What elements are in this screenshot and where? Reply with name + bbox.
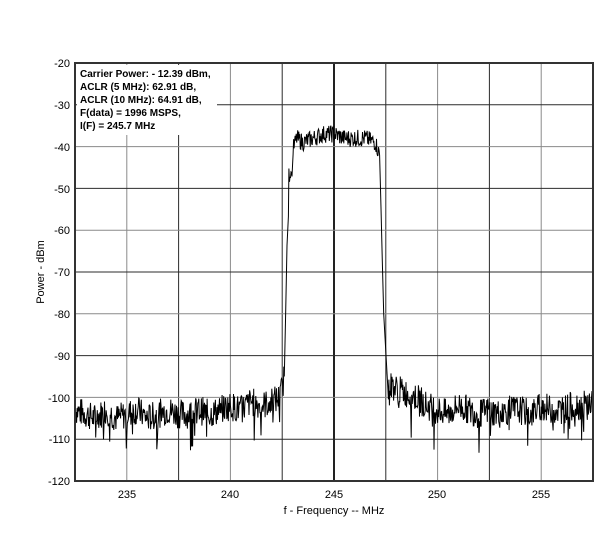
x-tick: 250 — [428, 489, 446, 501]
y-tick: -60 — [54, 225, 70, 237]
plot-frame — [74, 62, 594, 482]
x-axis-label: f - Frequency -- MHz — [284, 505, 385, 517]
y-tick: -100 — [48, 393, 70, 405]
annotation-aclr-10mhz: ACLR (10 MHz): 64.91 dB, — [80, 95, 202, 106]
grid-lines — [75, 63, 593, 481]
x-axis-ticks: 235 240 245 250 255 — [118, 489, 550, 501]
annotation-if: I(F) = 245.7 MHz — [80, 121, 155, 132]
y-axis-ticks: -20 -30 -40 -50 -60 -70 -80 -90 -100 -11… — [48, 58, 70, 488]
y-tick: -50 — [54, 184, 70, 196]
spectrum-trace — [74, 125, 594, 453]
x-tick: 235 — [118, 489, 136, 501]
y-tick: -40 — [54, 142, 70, 154]
y-tick: -70 — [54, 267, 70, 279]
y-tick: -20 — [54, 58, 70, 70]
y-axis-label: Power - dBm — [35, 240, 47, 304]
annotation-fdata: F(data) = 1996 MSPS, — [80, 108, 181, 119]
y-tick: -120 — [48, 476, 70, 488]
y-tick: -30 — [54, 100, 70, 112]
annotation-carrier-power: Carrier Power: - 12.39 dBm, — [80, 69, 211, 80]
y-tick: -80 — [54, 309, 70, 321]
x-tick: 240 — [221, 489, 239, 501]
y-tick: -90 — [54, 351, 70, 363]
annotation-aclr-5mhz: ACLR (5 MHz): 62.91 dB, — [80, 82, 196, 93]
x-tick: 245 — [325, 489, 343, 501]
annotation-box: Carrier Power: - 12.39 dBm, ACLR (5 MHz)… — [77, 65, 217, 135]
spectrum-line — [74, 125, 594, 453]
y-tick: -110 — [49, 434, 70, 446]
x-tick: 255 — [532, 489, 550, 501]
